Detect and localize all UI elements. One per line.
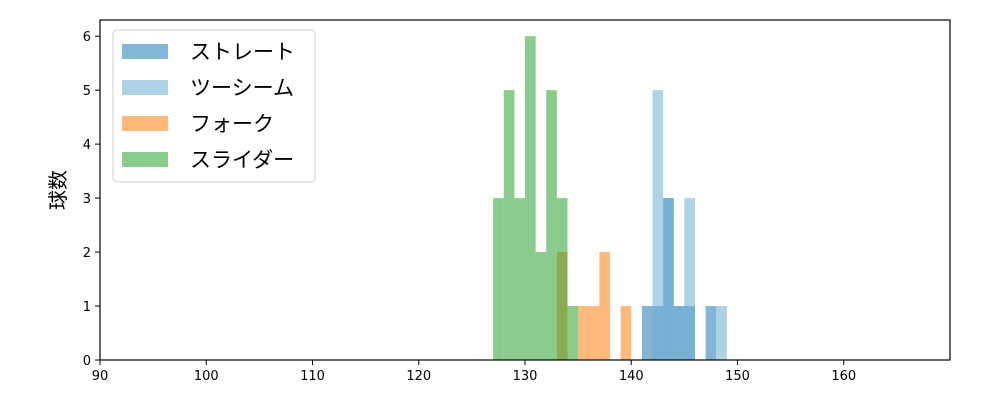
- bar-4-3: [514, 198, 525, 360]
- x-axis: 90 100 110 120 130 140 150 160: [92, 360, 856, 384]
- y-tick-label: 0: [83, 354, 91, 369]
- y-tick-label: 1: [83, 300, 91, 315]
- x-tick-label: 110: [300, 369, 325, 384]
- bar-3-2: [578, 306, 589, 360]
- x-tick-label: 160: [831, 369, 856, 384]
- legend-swatch: [122, 44, 168, 59]
- bar-4-2: [503, 90, 515, 361]
- bar-2-4: [684, 198, 695, 360]
- bar-4-6: [546, 90, 557, 361]
- y-tick-label: 5: [83, 84, 91, 99]
- bar-1-1: [641, 306, 653, 360]
- legend-swatch: [122, 116, 168, 131]
- bar-4-4: [525, 36, 536, 360]
- legend-swatch: [122, 152, 168, 167]
- bar-3-4: [599, 252, 610, 360]
- bar-1-6: [705, 306, 717, 360]
- bar-2-3: [673, 306, 685, 360]
- y-tick-label: 4: [83, 138, 91, 153]
- y-tick-label: 6: [83, 30, 91, 45]
- y-tick-label: 3: [83, 192, 91, 207]
- x-tick-label: 150: [725, 369, 750, 384]
- bar-2-1: [652, 90, 664, 361]
- legend-label: スライダー: [190, 148, 294, 172]
- x-tick-label: 130: [513, 369, 538, 384]
- y-axis: 0 1 2 3 4 5 6: [83, 30, 100, 369]
- y-axis-label: 球数: [46, 170, 70, 210]
- bar-2-2: [663, 198, 674, 360]
- x-tick-label: 140: [619, 369, 644, 384]
- bar-4-7: [556, 198, 568, 360]
- bar-4-5: [535, 252, 547, 360]
- bar-3-3: [588, 306, 600, 360]
- bars-layer: [493, 36, 727, 361]
- y-tick-label: 2: [83, 246, 91, 261]
- x-tick-label: 90: [92, 369, 109, 384]
- legend-label: ツーシーム: [190, 76, 294, 100]
- legend-label: ストレート: [190, 40, 295, 64]
- bar-4-8: [567, 306, 579, 360]
- x-tick-label: 120: [406, 369, 431, 384]
- legend-box: [112, 29, 316, 183]
- legend-label: フォーク: [190, 112, 274, 136]
- bar-2-5: [716, 306, 727, 360]
- legend-swatch: [122, 80, 168, 95]
- bar-3-5: [620, 306, 632, 360]
- bar-4-1: [493, 198, 504, 360]
- x-tick-label: 100: [194, 369, 219, 384]
